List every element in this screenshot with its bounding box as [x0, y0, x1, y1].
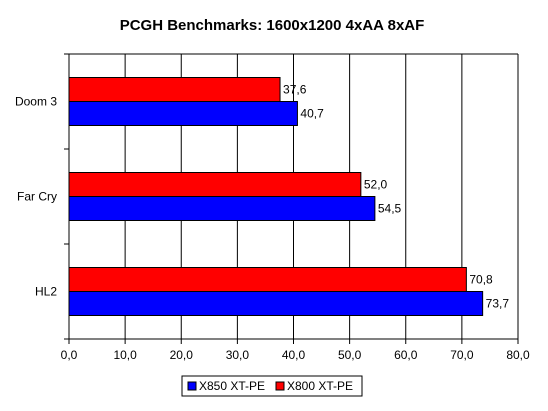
data-label: 54,5	[378, 202, 402, 216]
bar	[68, 77, 281, 102]
legend-label: X850 XT-PE	[199, 379, 265, 393]
x-tick-label: 80,0	[506, 348, 530, 362]
legend: X850 XT-PE X800 XT-PE	[181, 375, 363, 397]
bar	[68, 101, 298, 126]
chart-title: PCGH Benchmarks: 1600x1200 4xAA 8xAF	[120, 17, 425, 34]
data-label: 73,7	[486, 297, 510, 311]
x-tick-label: 50,0	[338, 348, 362, 362]
data-label: 40,7	[300, 107, 324, 121]
x-tick-label: 20,0	[170, 348, 194, 362]
data-label: 37,6	[283, 83, 307, 97]
bar	[68, 196, 376, 221]
category-label: Doom 3	[15, 95, 57, 109]
x-tick-label: 30,0	[226, 348, 250, 362]
bar	[68, 172, 362, 197]
bar	[68, 267, 467, 292]
legend-swatch	[275, 381, 285, 391]
bar	[68, 291, 484, 316]
legend-box	[181, 375, 363, 397]
legend-swatch	[187, 381, 197, 391]
data-label: 70,8	[469, 273, 493, 287]
x-tick-label: 70,0	[450, 348, 474, 362]
plot-area: 0,0 10,0 20,0 30,0 40,0 50,0 60,0 70,0 80,0 Doom …	[15, 53, 530, 362]
x-tick-label: 60,0	[394, 348, 418, 362]
x-tick-label: 0,0	[61, 348, 78, 362]
category-label: Far Cry	[17, 190, 57, 204]
x-tick-label: 10,0	[113, 348, 137, 362]
data-label: 52,0	[364, 178, 388, 192]
category-label: HL2	[35, 285, 57, 299]
x-tick-label: 40,0	[282, 348, 306, 362]
legend-label: X800 XT-PE	[287, 379, 353, 393]
